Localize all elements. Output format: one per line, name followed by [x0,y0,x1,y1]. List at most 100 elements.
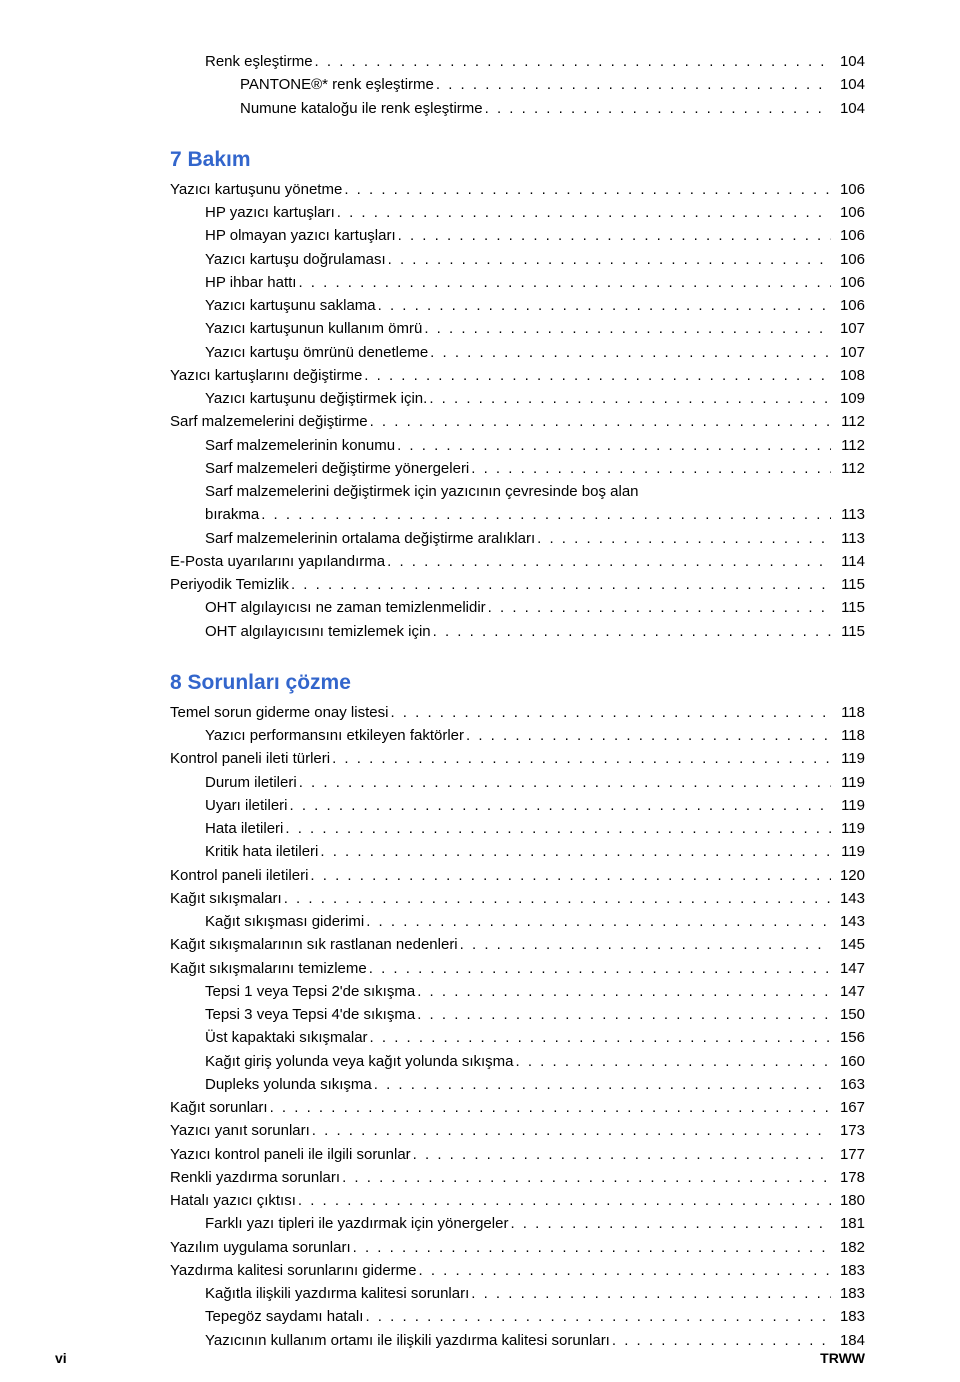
toc-entry-label: Sarf malzemelerinin ortalama değiştirme … [205,527,535,550]
toc-entry: Tepsi 1 veya Tepsi 2'de sıkışma147 [170,980,865,1003]
toc-entry: Periyodik Temizlik115 [170,573,865,596]
toc-leader-dots [398,224,831,247]
toc-entry-label: Kağıt giriş yolunda veya kağıt yolunda s… [205,1050,514,1073]
toc-entry-label: Yazıcı kartuşunu yönetme [170,178,342,201]
toc-entry-label: Sarf malzemeleri değiştirme yönergeleri [205,457,469,480]
toc-entry: PANTONE®* renk eşleştirme104 [170,73,865,96]
toc-entry-label: Temel sorun giderme onay listesi [170,701,388,724]
toc-leader-dots [537,527,831,550]
toc-leader-dots [417,1003,831,1026]
toc-leader-dots [298,271,831,294]
toc-leader-dots [337,201,831,224]
toc-entry-label: Yazıcı kartuşu doğrulaması [205,248,386,271]
toc-entry-page: 106 [831,248,865,271]
toc-entry-page: 112 [831,434,865,457]
toc-entry-page: 163 [831,1073,865,1096]
toc-entry: E-Posta uyarılarını yapılandırma114 [170,550,865,573]
toc-entry-label: Kağıtla ilişkili yazdırma kalitesi sorun… [205,1282,469,1305]
toc-leader-dots [612,1329,831,1352]
toc-entry-page: 119 [831,771,865,794]
toc-entry-page: 120 [831,864,865,887]
toc-entry-page: 115 [831,620,865,643]
toc-entry-page: 181 [831,1212,865,1235]
toc-entry-page: 184 [831,1329,865,1352]
toc-entry: Tepegöz saydamı hatalı183 [170,1305,865,1328]
toc-entry-label: Yazılım uygulama sorunları [170,1236,351,1259]
toc-entry: Tepsi 3 veya Tepsi 4'de sıkışma150 [170,1003,865,1026]
toc-entry: HP ihbar hattı106 [170,271,865,294]
toc-entry-label: Numune kataloğu ile renk eşleştirme [240,97,483,120]
toc-entry-label: HP yazıcı kartuşları [205,201,335,224]
toc-entry: Renk eşleştirme104 [170,50,865,73]
toc-leader-dots [374,1073,831,1096]
toc-entry-label: Yazıcının kullanım ortamı ile ilişkili y… [205,1329,610,1352]
toc-entry: Yazıcı kartuşunun kullanım ömrü107 [170,317,865,340]
toc-entry: Kağıt giriş yolunda veya kağıt yolunda s… [170,1050,865,1073]
toc-entry-label: Yazdırma kalitesi sorunlarını giderme [170,1259,417,1282]
toc-entry: Üst kapaktaki sıkışmalar156 [170,1026,865,1049]
toc-entry-label: Hata iletileri [205,817,283,840]
toc-entry: Kritik hata iletileri119 [170,840,865,863]
toc-entry-page: 107 [831,341,865,364]
toc-leader-dots [378,294,831,317]
toc-entry-label: Dupleks yolunda sıkışma [205,1073,372,1096]
toc-entry-label: Farklı yazı tipleri ile yazdırmak için y… [205,1212,508,1235]
toc-entry: Sarf malzemeleri değiştirme yönergeleri 1… [170,457,865,480]
toc-leader-dots [315,50,831,73]
toc-entry: Yazıcının kullanım ortamı ile ilişkili y… [170,1329,865,1352]
toc-entry: OHT algılayıcısı ne zaman temizlenmelidi… [170,596,865,619]
toc-entry-page: 104 [831,73,865,96]
toc-container: Renk eşleştirme104PANTONE®* renk eşleşti… [170,50,865,1352]
toc-leader-dots [390,701,831,724]
toc-entry: HP yazıcı kartuşları106 [170,201,865,224]
toc-entry-label: Kontrol paneli iletileri [170,864,308,887]
toc-leader-dots [342,1166,831,1189]
toc-leader-dots [471,1282,831,1305]
section-heading: 7 Bakım [170,148,865,172]
toc-entry-page: 108 [831,364,865,387]
toc-entry-page: 160 [831,1050,865,1073]
toc-entry-page: 119 [831,817,865,840]
toc-entry-page: 119 [831,794,865,817]
toc-entry-page: 150 [831,1003,865,1026]
toc-entry-label: Sarf malzemelerinin konumu [205,434,395,457]
toc-entry: Yazıcı kartuşunu değiştirmek için. 109 [170,387,865,410]
toc-entry-label: Hatalı yazıcı çıktısı [170,1189,296,1212]
toc-entry-page: 113 [831,503,865,526]
toc-entry: Kağıt sıkışmalarını temizleme147 [170,957,865,980]
toc-entry-label: Yazıcı kartuşunu değiştirmek için. [205,387,427,410]
toc-leader-dots [261,503,831,526]
toc-entry-page: 119 [831,840,865,863]
toc-entry: Numune kataloğu ile renk eşleştirme104 [170,97,865,120]
toc-leader-dots [466,724,831,747]
toc-entry-label: Kontrol paneli ileti türleri [170,747,330,770]
toc-entry-page: 183 [831,1259,865,1282]
toc-entry-label: Tepsi 1 veya Tepsi 2'de sıkışma [205,980,415,1003]
toc-entry: Yazıcı kontrol paneli ile ilgili sorunla… [170,1143,865,1166]
toc-leader-dots [310,864,831,887]
toc-leader-dots [485,97,831,120]
toc-leader-dots [284,887,831,910]
toc-entry: Kağıt sorunları167 [170,1096,865,1119]
toc-leader-dots [285,817,831,840]
toc-entry-page: 112 [831,410,865,433]
toc-leader-dots [353,1236,831,1259]
toc-leader-dots [424,317,831,340]
toc-leader-dots [370,410,831,433]
toc-entry-page: 145 [831,933,865,956]
toc-entry: Yazıcı kartuşu doğrulaması 106 [170,248,865,271]
toc-entry: Yazıcı kartuşlarını değiştirme108 [170,364,865,387]
toc-entry-page: 183 [831,1282,865,1305]
toc-entry-page: 109 [831,387,865,410]
toc-entry-label: HP ihbar hattı [205,271,296,294]
toc-entry-label: Kağıt sıkışmalarını temizleme [170,957,367,980]
toc-entry-page: 112 [831,457,865,480]
toc-leader-dots [417,980,831,1003]
toc-entry-page: 113 [831,527,865,550]
toc-entry: Yazıcı kartuşunu saklama106 [170,294,865,317]
toc-entry-label: Yazıcı kartuşu ömrünü denetleme [205,341,428,364]
toc-entry-page: 114 [831,550,865,573]
footer-locale: TRWW [820,1350,865,1366]
toc-entry-label: Renkli yazdırma sorunları [170,1166,340,1189]
toc-leader-dots [510,1212,831,1235]
